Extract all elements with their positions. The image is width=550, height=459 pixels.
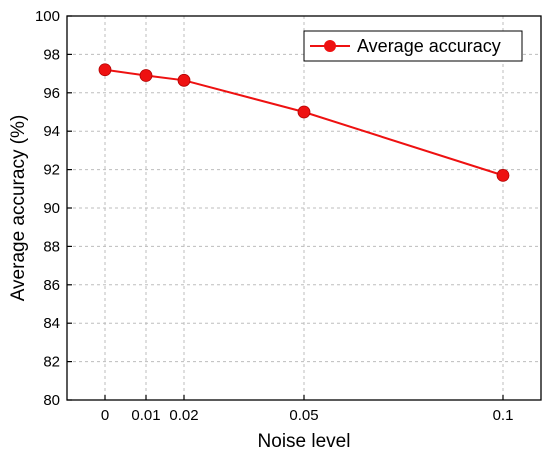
y-tick-label: 86 bbox=[43, 277, 60, 294]
x-tick-label: 0.1 bbox=[493, 407, 514, 424]
legend-label: Average accuracy bbox=[357, 36, 501, 56]
data-point bbox=[177, 73, 191, 87]
y-tick-label: 92 bbox=[43, 162, 60, 179]
x-axis-title: Noise level bbox=[258, 431, 351, 452]
y-tick-label: 100 bbox=[35, 8, 60, 25]
y-tick-label: 90 bbox=[43, 200, 60, 217]
x-tick-label: 0.05 bbox=[289, 407, 318, 424]
data-point bbox=[98, 63, 112, 77]
data-point bbox=[139, 69, 153, 82]
data-point bbox=[496, 168, 510, 182]
grid-lines bbox=[67, 16, 541, 400]
axis-ticks bbox=[67, 15, 504, 401]
y-tick-label: 88 bbox=[43, 238, 60, 255]
data-point bbox=[297, 105, 311, 119]
y-tick-label: 82 bbox=[43, 354, 60, 371]
y-axis-title: Average accuracy (%) bbox=[8, 115, 29, 302]
series-layer bbox=[98, 63, 510, 182]
legend-marker-swatch bbox=[324, 40, 336, 52]
x-tick-label: 0.01 bbox=[131, 407, 160, 424]
x-tick-label: 0.02 bbox=[169, 407, 198, 424]
y-tick-label: 94 bbox=[43, 123, 60, 140]
legend: Average accuracy bbox=[303, 30, 523, 62]
x-tick-label: 0 bbox=[101, 407, 109, 424]
x-tick-labels: 0 0.01 0.02 0.05 0.1 bbox=[101, 407, 514, 424]
y-tick-labels: 80 82 84 86 88 90 92 94 96 98 100 bbox=[35, 8, 60, 409]
y-tick-label: 96 bbox=[43, 85, 60, 102]
series-line bbox=[104, 68, 504, 177]
y-tick-label: 80 bbox=[43, 392, 60, 409]
y-tick-label: 84 bbox=[43, 315, 60, 332]
y-tick-label: 98 bbox=[43, 46, 60, 63]
